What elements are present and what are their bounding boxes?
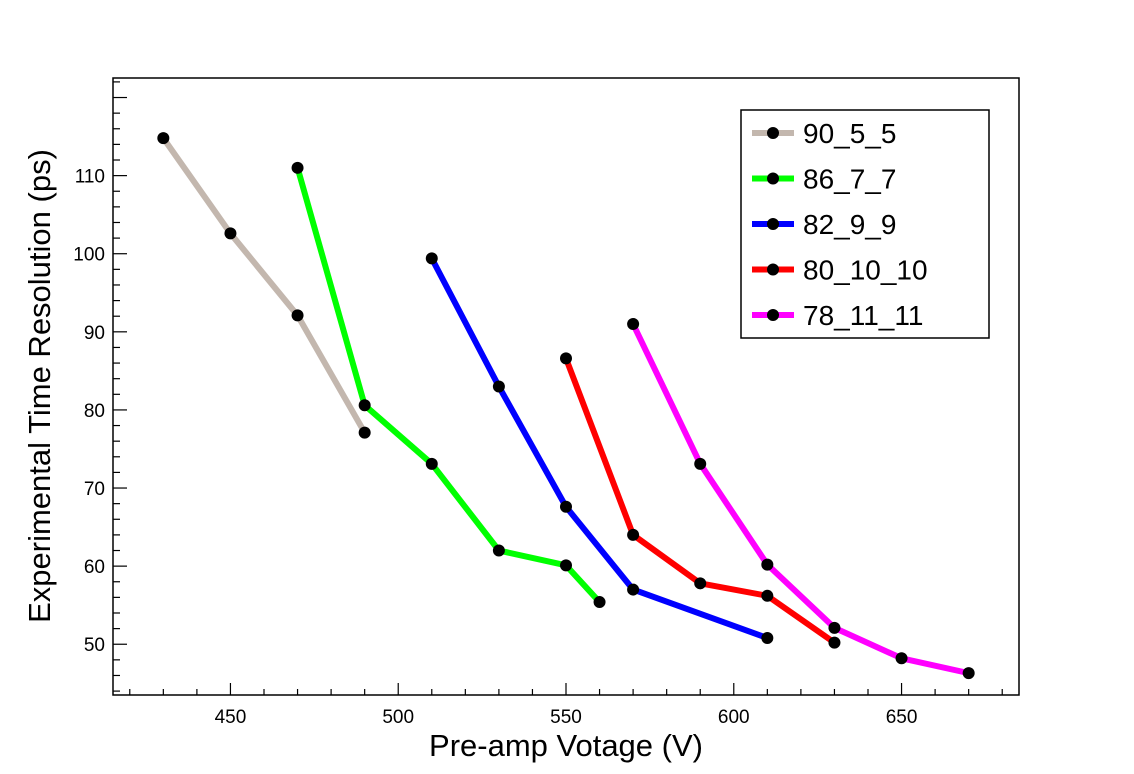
data-point-86_7_7 xyxy=(492,544,505,557)
axis-tick-labels: 450 500 550 600 650 50 60 70 80 90 100 110 xyxy=(73,167,917,728)
legend-label-82_9_9: 82_9_9 xyxy=(803,209,896,240)
data-point-78_11_11 xyxy=(761,558,774,571)
data-point-78_11_11 xyxy=(828,621,841,634)
data-point-90_5_5 xyxy=(291,309,304,322)
y-axis-title: Experimental Time Resolution (ps) xyxy=(22,149,57,623)
y-tick-label: 50 xyxy=(84,635,105,656)
data-point-82_9_9 xyxy=(425,252,438,265)
data-point-78_11_11 xyxy=(627,318,640,331)
data-point-78_11_11 xyxy=(895,652,908,665)
legend-label-78_11_11: 78_11_11 xyxy=(803,300,923,331)
data-point-82_9_9 xyxy=(492,380,505,393)
data-point-82_9_9 xyxy=(560,500,572,513)
legend-marker-80_10_10 xyxy=(767,263,779,276)
x-tick-label: 600 xyxy=(718,707,750,728)
y-tick-label: 70 xyxy=(84,479,105,500)
data-point-90_5_5 xyxy=(224,227,237,240)
y-tick-label: 110 xyxy=(75,167,105,188)
data-point-80_10_10 xyxy=(761,589,774,602)
data-point-78_11_11 xyxy=(694,457,707,470)
data-point-90_5_5 xyxy=(358,426,371,439)
y-tick-label: 80 xyxy=(84,401,105,422)
x-tick-label: 650 xyxy=(886,707,918,728)
legend-label-90_5_5: 90_5_5 xyxy=(803,118,896,149)
y-tick-label: 90 xyxy=(84,323,105,344)
legend-label-80_10_10: 80_10_10 xyxy=(803,255,928,286)
series-points xyxy=(157,132,975,680)
data-point-80_10_10 xyxy=(828,636,841,649)
x-tick-label: 550 xyxy=(550,707,582,728)
series-line-80_10_10 xyxy=(563,357,837,646)
data-point-82_9_9 xyxy=(627,583,640,596)
data-point-80_10_10 xyxy=(627,528,640,541)
legend-marker-82_9_9 xyxy=(767,218,779,230)
data-point-86_7_7 xyxy=(358,399,371,412)
series-line-78_11_11 xyxy=(630,322,970,677)
data-point-90_5_5 xyxy=(157,132,170,145)
legend-marker-86_7_7 xyxy=(767,172,779,185)
legend: 90_5_5 86_7_7 82_9_9 80_10_10 78_11_11 xyxy=(740,109,990,339)
data-point-86_7_7 xyxy=(291,161,304,174)
data-point-80_10_10 xyxy=(560,352,572,365)
x-axis-title: Pre-amp Votage (V) xyxy=(429,728,703,763)
x-tick-label: 450 xyxy=(215,707,247,728)
data-point-80_10_10 xyxy=(694,577,707,590)
legend-label-86_7_7: 86_7_7 xyxy=(803,164,896,195)
y-tick-label: 100 xyxy=(73,245,105,266)
series-line-90_5_5 xyxy=(160,136,368,435)
data-point-86_7_7 xyxy=(593,596,606,609)
legend-marker-78_11_11 xyxy=(767,309,779,321)
legend-marker-90_5_5 xyxy=(767,127,779,139)
data-point-82_9_9 xyxy=(761,631,774,644)
series-line-86_7_7 xyxy=(294,167,602,605)
data-point-86_7_7 xyxy=(560,559,572,572)
axis-ticks xyxy=(113,81,1003,695)
data-point-78_11_11 xyxy=(962,667,975,680)
y-tick-label: 60 xyxy=(84,557,105,578)
x-tick-label: 500 xyxy=(382,707,414,728)
data-point-86_7_7 xyxy=(425,457,438,470)
